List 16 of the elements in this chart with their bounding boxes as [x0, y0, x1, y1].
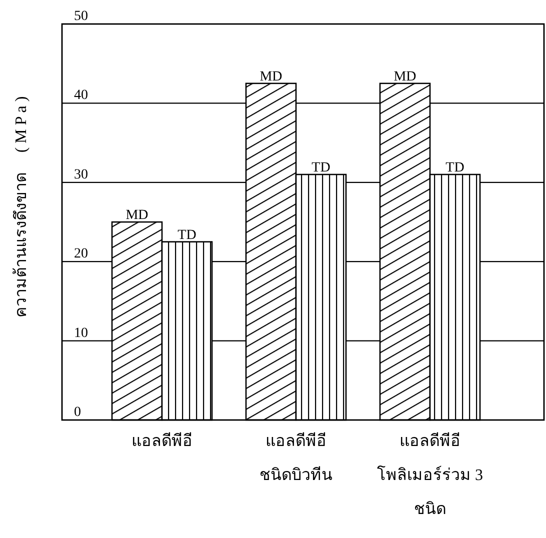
y-tick-label: 20 — [74, 246, 88, 262]
y-tick-label: 40 — [74, 88, 88, 104]
y-tick-label: 10 — [74, 326, 88, 341]
series-label: MD — [126, 208, 148, 223]
y-tick-label: 30 — [74, 167, 88, 182]
y-tick-label: 50 — [74, 9, 88, 24]
x-tick-label: แอลดีพีอี — [132, 432, 192, 450]
text: MD — [394, 69, 416, 84]
text: MD — [260, 69, 282, 84]
text: TD — [446, 160, 464, 176]
text: TD — [312, 160, 330, 176]
x-tick-label: แอลดีพีอี ชนิดบิวทีน — [260, 432, 332, 484]
series-label: TD — [178, 228, 196, 243]
y-tick-label: 0 — [74, 405, 81, 420]
ylabel: ความต้านแรงดึงขาด ( M P a ) — [13, 96, 30, 318]
x-tick-label: แอลดีพีอี โพลิเมอร์ร่วม 3 ชนิด — [377, 432, 483, 518]
